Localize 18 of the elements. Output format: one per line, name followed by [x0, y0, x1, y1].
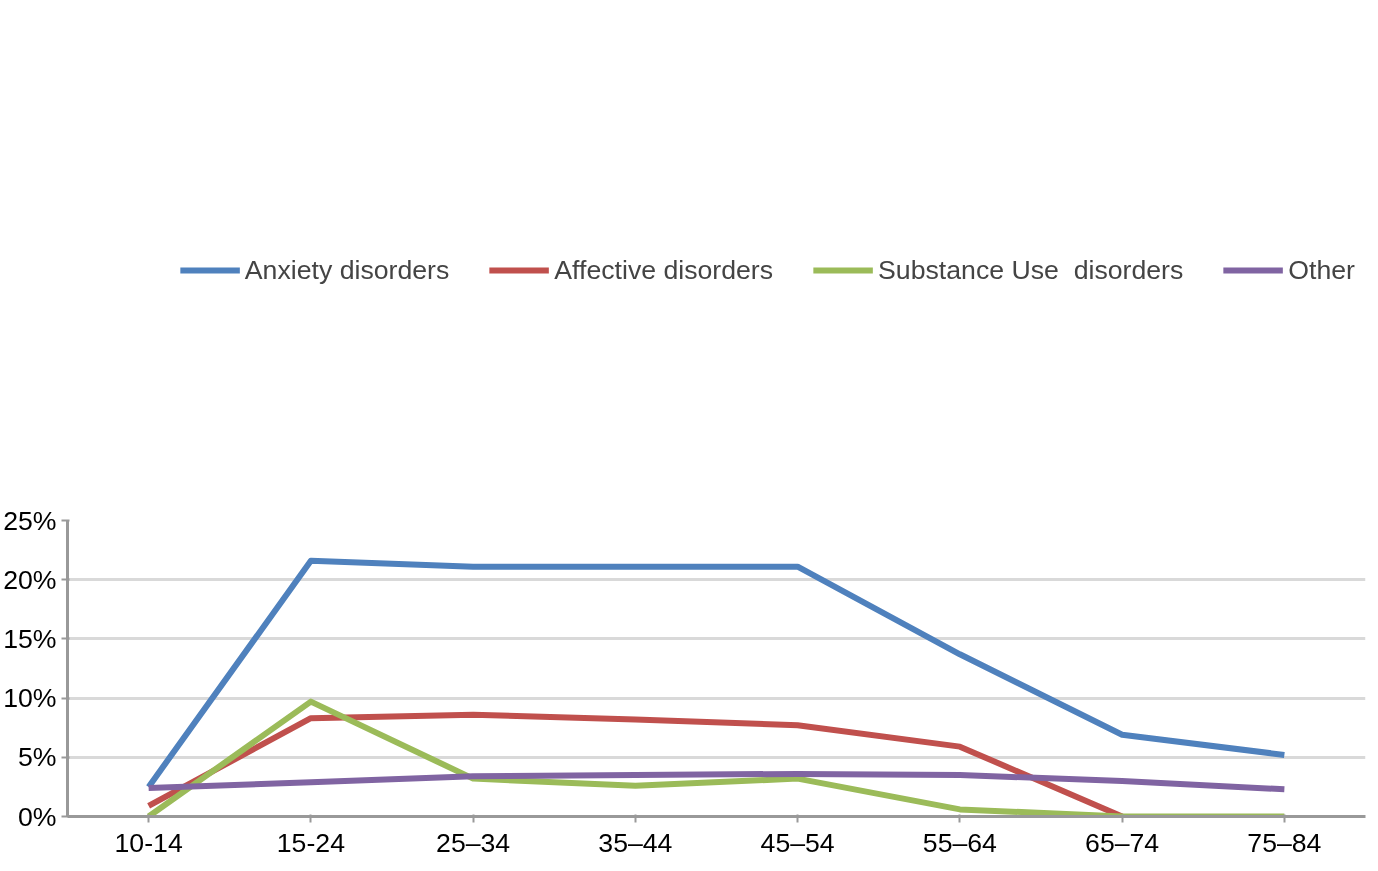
x-tick-label: 55–64 [922, 827, 998, 858]
legend-label: Affective disorders [554, 254, 774, 286]
y-tick-label: 25% [3, 505, 57, 536]
x-tick-label: 35–44 [598, 827, 673, 858]
x-tick-label: 25–34 [436, 827, 511, 858]
x-tick-label: 45–54 [760, 827, 835, 858]
x-tick-label: 15-24 [276, 827, 346, 858]
y-tick-label: 0% [17, 801, 57, 832]
y-tick-label: 15% [3, 623, 57, 654]
x-tick-label: 10-14 [114, 827, 183, 858]
legend-label: Substance Use disorders [878, 254, 1184, 286]
legend-label: Other [1288, 254, 1355, 286]
y-tick-label: 5% [17, 742, 57, 773]
x-tick-label: 65–74 [1085, 827, 1160, 858]
y-tick-label: 20% [3, 564, 57, 595]
legend-label: Anxiety disorders [244, 254, 450, 286]
x-tick-label: 75–84 [1247, 827, 1322, 858]
y-tick-label: 10% [3, 683, 57, 714]
